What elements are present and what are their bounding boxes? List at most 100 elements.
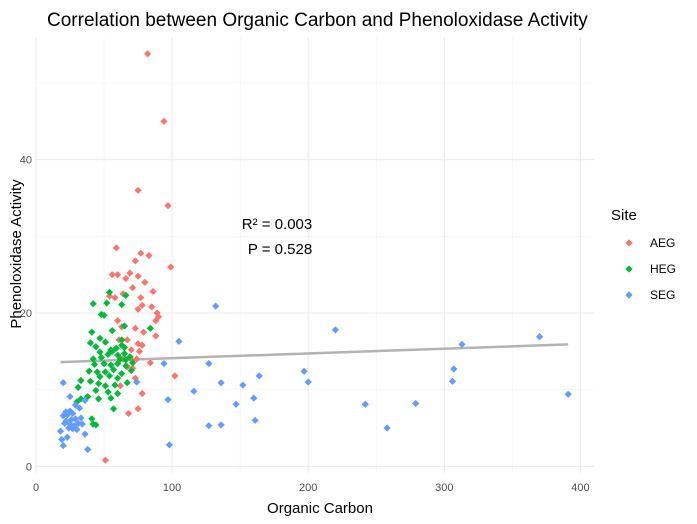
data-point-heg [103, 299, 111, 307]
data-point-heg [100, 311, 108, 319]
data-point-heg [92, 421, 100, 429]
data-point-aeg [124, 409, 133, 418]
data-point-seg [331, 326, 340, 334]
legend: Site AEG HEG SEG [611, 207, 676, 302]
data-point-heg [86, 377, 95, 385]
data-point-aeg [137, 249, 145, 257]
data-point-heg [107, 361, 115, 369]
data-point-seg [255, 372, 263, 380]
trend-line-layer [60, 343, 569, 364]
data-point-aeg [133, 355, 141, 363]
data-point-aeg [164, 202, 172, 210]
data-point-aeg [134, 272, 142, 280]
data-point-heg [108, 347, 116, 355]
data-point-seg [77, 414, 85, 422]
data-point-heg [114, 360, 122, 368]
legend-entry-aeg: AEG [625, 236, 675, 250]
legend-title: Site [611, 207, 637, 224]
data-point-aeg [131, 374, 139, 382]
data-point-seg [81, 396, 89, 404]
data-point-seg [69, 409, 77, 418]
data-point-aeg [139, 328, 148, 336]
data-point-seg [75, 404, 84, 412]
y-axis-ticks: 0 20 40 [20, 155, 32, 474]
data-point-heg [114, 351, 122, 359]
data-point-seg [251, 416, 259, 424]
data-point-aeg [114, 317, 122, 325]
data-point-seg [448, 377, 457, 385]
data-point-heg [105, 288, 114, 296]
data-point-heg [118, 300, 126, 309]
data-point-heg [100, 360, 108, 368]
legend-label: SEG [650, 288, 675, 302]
data-point-heg [90, 360, 99, 368]
data-point-seg [160, 360, 168, 368]
data-point-seg [250, 394, 258, 402]
data-point-aeg [138, 389, 146, 398]
data-point-seg [66, 392, 74, 401]
data-point-heg [74, 383, 82, 391]
legend-label: AEG [650, 236, 675, 250]
legend-entries: AEG HEG SEG [625, 236, 676, 302]
legend-key-heg [625, 265, 633, 273]
data-point-heg [96, 373, 104, 381]
data-point-aeg [129, 284, 137, 292]
data-point-seg [304, 378, 312, 386]
data-point-heg [109, 366, 118, 374]
y-tick-label: 20 [20, 308, 32, 320]
data-point-seg [71, 415, 80, 423]
legend-entry-seg: SEG [625, 288, 675, 302]
trend-line [60, 343, 569, 364]
data-point-aeg [171, 372, 179, 380]
data-point-aeg [160, 117, 168, 125]
data-point-heg [93, 368, 101, 376]
data-point-heg [122, 291, 130, 299]
points-layer [56, 50, 572, 464]
x-tick-label: 200 [299, 482, 317, 494]
data-point-seg [78, 420, 86, 428]
data-point-seg [84, 445, 92, 454]
y-tick-label: 0 [26, 461, 32, 473]
data-point-seg [361, 400, 369, 408]
legend-label: HEG [650, 262, 676, 276]
data-point-seg [133, 378, 141, 386]
data-point-aeg [138, 301, 146, 309]
data-point-seg [73, 425, 81, 434]
data-point-aeg [148, 303, 156, 311]
data-point-seg [450, 365, 458, 373]
data-point-aeg [112, 244, 120, 252]
data-point-heg [89, 355, 97, 363]
data-point-heg [105, 372, 114, 380]
data-point-heg [77, 376, 85, 385]
data-point-seg [205, 422, 213, 430]
data-point-aeg [131, 257, 139, 265]
data-point-heg [114, 389, 122, 398]
x-axis-title: Organic Carbon [267, 500, 373, 517]
annotation-p-value: P = 0.528 [248, 241, 312, 258]
data-point-seg [217, 379, 225, 387]
data-point-seg [58, 435, 66, 444]
data-point-heg [123, 379, 131, 387]
data-point-aeg [144, 50, 152, 58]
data-point-aeg [137, 294, 145, 302]
data-point-seg [81, 430, 89, 438]
data-point-seg [66, 420, 74, 428]
legend-entry-heg: HEG [625, 262, 676, 276]
data-point-aeg [138, 341, 146, 349]
data-point-heg [111, 381, 119, 389]
data-point-aeg [134, 405, 142, 413]
data-point-heg [85, 367, 93, 375]
data-point-heg [88, 415, 96, 423]
data-point-seg [458, 340, 466, 349]
data-point-seg [205, 360, 213, 368]
data-point-aeg [134, 186, 142, 194]
x-tick-label: 0 [33, 482, 39, 494]
data-point-heg [126, 353, 134, 361]
data-point-seg [56, 427, 65, 435]
legend-key-seg [625, 291, 633, 299]
data-point-heg [86, 339, 95, 347]
y-tick-label: 40 [20, 155, 32, 167]
data-point-aeg [134, 305, 142, 313]
data-point-aeg [127, 346, 135, 354]
